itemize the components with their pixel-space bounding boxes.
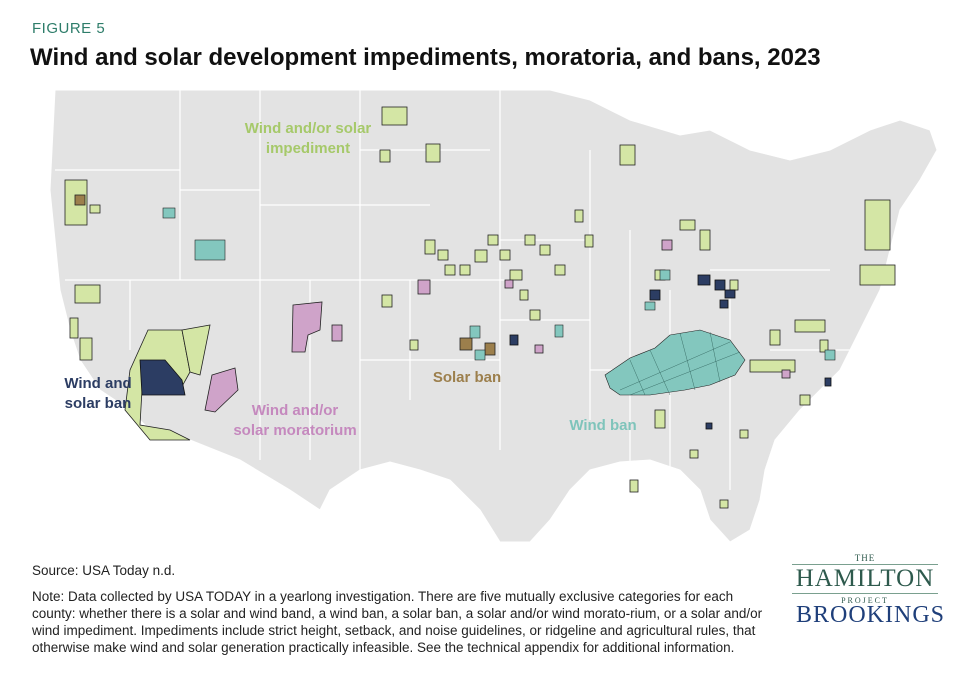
county-grid-texture [619, 331, 741, 396]
label-wind-solar-ban-line1: Wind and [64, 375, 131, 392]
hamilton-name: HAMILTON [792, 564, 938, 594]
wind-ban-counties [162, 207, 836, 396]
map-svg: Wind and/or solar impediment Wind and/or… [30, 90, 937, 542]
label-moratorium-line2: solar moratorium [233, 422, 356, 439]
moratorium-counties [204, 239, 791, 413]
label-moratorium-line1: Wind and/or [252, 402, 339, 419]
figure-title: Wind and solar development impediments, … [30, 44, 821, 71]
solar-ban-counties [74, 194, 496, 356]
figure-label: FIGURE 5 [32, 20, 106, 37]
hamilton-project-logo: THE HAMILTON PROJECT [792, 553, 938, 605]
brookings-logo: BROOKINGS [796, 602, 946, 628]
label-wind-ban: Wind ban [569, 417, 636, 434]
label-solar-ban: Solar ban [433, 369, 501, 386]
source-text: Source: USA Today n.d. [32, 563, 176, 578]
label-impediment-line2: impediment [266, 140, 350, 157]
map-labels: Wind and/or solar impediment Wind and/or… [64, 120, 636, 439]
hamilton-project: PROJECT [841, 596, 889, 605]
us-county-map: Wind and/or solar impediment Wind and/or… [30, 90, 937, 542]
label-impediment-line1: Wind and/or solar [245, 120, 372, 137]
wind-solar-ban-counties [139, 274, 832, 430]
state-borders [55, 90, 860, 490]
label-wind-solar-ban-line2: solar ban [65, 395, 132, 412]
hamilton-the: THE [854, 553, 876, 563]
note-text: Note: Data collected by USA TODAY in a y… [32, 589, 763, 655]
